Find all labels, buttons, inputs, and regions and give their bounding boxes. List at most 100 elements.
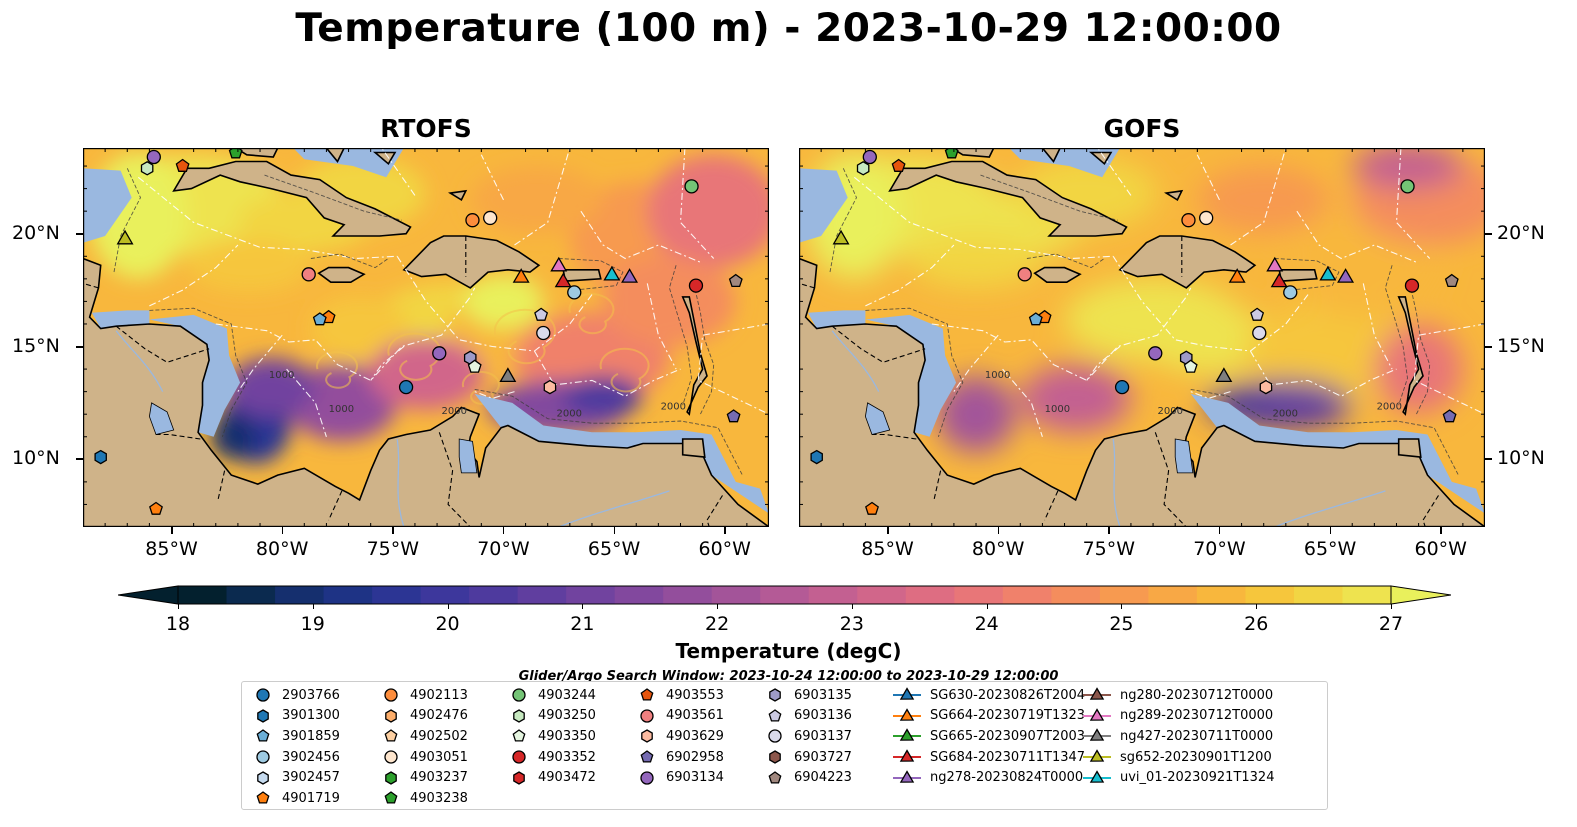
legend-item[interactable]: 4901719 [252,788,340,809]
marker-4903250[interactable] [856,161,870,176]
legend-item[interactable]: 2903766 [252,685,340,706]
legend-item[interactable]: 4903250 [508,706,596,727]
legend-pentagon-icon[interactable] [384,729,398,743]
marker-4903244[interactable] [1400,179,1415,194]
legend-hexagon-icon[interactable] [513,770,525,785]
legend-triangle-icon[interactable] [1089,769,1105,783]
marker-6903134[interactable] [1148,346,1163,361]
legend-item[interactable]: 4903350 [508,726,596,747]
marker-6904223[interactable] [1444,273,1459,288]
legend-triangle-icon[interactable] [1089,728,1105,742]
legend-item[interactable]: 4903553 [636,685,724,706]
marker-4903250[interactable] [140,161,154,176]
marker-6904223[interactable] [728,273,743,288]
marker-6903137[interactable] [536,325,551,341]
marker-4903051[interactable] [483,210,498,226]
marker-6903134[interactable] [432,346,447,361]
legend-item[interactable]: 4903244 [508,685,596,706]
marker-ng278-20230824T0000[interactable] [1337,268,1355,283]
legend-item[interactable]: 3902457 [252,767,340,788]
marker-3901859[interactable] [1028,312,1043,326]
legend-triangle-icon[interactable] [899,687,915,701]
legend-pentagon-icon[interactable] [384,791,398,804]
legend-item[interactable]: 4903051 [380,747,468,768]
marker-ng427-20230711T0000[interactable] [499,367,517,383]
marker-4903553[interactable] [175,158,190,172]
marker-2903766[interactable] [1114,379,1130,395]
marker-4903244[interactable] [684,179,699,194]
marker-uvi_01-20230921T1324[interactable] [1319,265,1337,281]
legend-triangle-icon[interactable] [899,749,915,762]
legend-item[interactable]: SG664-20230719T1323 [892,706,1085,727]
marker-sg652-20230901T1200[interactable] [832,229,850,245]
legend-item[interactable]: 4902476 [380,706,468,727]
legend-item[interactable]: 6903136 [764,706,852,727]
marker-3902456[interactable] [1283,285,1298,300]
marker-SG664-20230719T1323[interactable] [512,268,530,283]
legend-item[interactable]: ng278-20230824T0000 [892,767,1085,788]
marker-uvi_01-20230921T1324[interactable] [603,265,621,281]
legend-item[interactable]: 6902958 [636,747,724,768]
marker-ng278-20230824T0000[interactable] [621,268,639,283]
legend-triangle-icon[interactable] [899,769,915,783]
legend-hexagon-icon[interactable] [257,709,269,723]
legend-item[interactable]: 3901300 [252,706,340,727]
legend-triangle-icon[interactable] [1089,687,1105,701]
marker-4903561[interactable] [301,267,316,282]
legend-item[interactable]: SG630-20230826T2004 [892,685,1085,706]
marker-6903137[interactable] [1252,325,1267,341]
marker-ng427-20230711T0000[interactable] [1215,367,1233,383]
marker-4903238[interactable] [228,148,243,159]
marker-6903136[interactable] [1250,307,1265,321]
marker-4903561[interactable] [1017,267,1032,282]
marker-6902958[interactable] [1442,409,1457,423]
marker-4903352[interactable] [688,278,704,293]
marker-3902456[interactable] [567,285,582,300]
legend-item[interactable]: ng427-20230711T0000 [1082,726,1274,747]
legend-circle-icon[interactable] [768,729,782,744]
legend-pentagon-icon[interactable] [640,688,654,701]
legend-triangle-icon[interactable] [1089,708,1105,721]
marker-4903553[interactable] [891,158,906,172]
marker-4903629[interactable] [543,379,557,395]
marker-4903350[interactable] [1183,359,1198,373]
legend-pentagon-icon[interactable] [256,729,270,743]
legend-item[interactable]: 3902456 [252,747,340,768]
legend-item[interactable]: 6903727 [764,747,852,768]
marker-3901300[interactable] [810,449,823,465]
legend-hexagon-icon[interactable] [641,729,653,744]
marker-SG684-20230711T1347[interactable] [1270,272,1288,288]
marker-4901719[interactable] [865,501,879,515]
legend-item[interactable]: ng289-20230712T0000 [1082,706,1274,727]
marker-SG664-20230719T1323[interactable] [1228,268,1246,283]
legend-circle-icon[interactable] [512,688,526,702]
legend-triangle-icon[interactable] [1089,749,1105,762]
legend-circle-icon[interactable] [640,709,654,723]
legend-item[interactable]: 6903134 [636,767,724,788]
marker-4902113[interactable] [465,213,480,228]
marker-4903629[interactable] [1259,379,1273,395]
marker-4903051[interactable] [1199,210,1214,226]
legend-item[interactable]: 4902502 [380,726,468,747]
legend-item[interactable]: 4903352 [508,747,596,768]
legend-circle-icon[interactable] [640,771,654,785]
legend-pentagon-icon[interactable] [256,791,270,804]
legend-circle-icon[interactable] [384,750,398,764]
marker-SG684-20230711T1347[interactable] [554,272,572,288]
legend-item[interactable]: SG665-20230907T2003 [892,726,1085,747]
legend-circle-icon[interactable] [256,750,270,764]
marker-6903136[interactable] [534,307,549,321]
legend-hexagon-icon[interactable] [385,770,397,785]
legend-item[interactable]: 4903237 [380,767,468,788]
marker-ng289-20230712T0000[interactable] [550,256,568,272]
legend-hexagon-icon[interactable] [385,709,397,723]
legend-triangle-icon[interactable] [899,708,915,721]
marker-4903352[interactable] [1404,278,1420,293]
marker-6903134[interactable] [146,149,161,165]
map-rtofs[interactable]: 1000 1000 2000 2000 2000 [83,148,769,527]
legend-hexagon-icon[interactable] [257,770,269,785]
legend-hexagon-icon[interactable] [769,750,781,764]
legend-item[interactable]: 4903561 [636,706,724,727]
marker-3901859[interactable] [312,312,327,326]
legend-item[interactable]: 4903629 [636,726,724,747]
